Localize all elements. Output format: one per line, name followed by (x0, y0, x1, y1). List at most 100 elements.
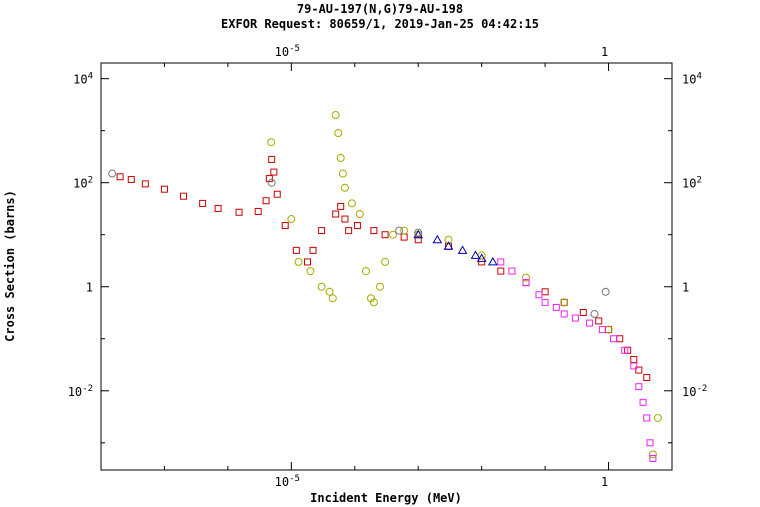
data-point (180, 192, 188, 200)
data-point (601, 287, 610, 296)
data-point (590, 309, 599, 318)
data-point (604, 325, 613, 334)
data-point (648, 450, 657, 459)
data-point (621, 346, 629, 354)
data-point (309, 246, 317, 254)
data-point (381, 231, 389, 239)
data-point (432, 234, 443, 244)
data-point (605, 326, 613, 334)
data-point (598, 326, 606, 334)
data-point (340, 183, 349, 192)
data-point (338, 169, 347, 178)
x-tick-label-top: 1 (601, 45, 608, 59)
data-point (585, 319, 593, 327)
data-point (306, 267, 315, 276)
data-point (541, 288, 549, 296)
data-point (653, 413, 662, 422)
x-tick-label-top: 10-5 (275, 44, 300, 59)
chart-title: 79-AU-197(N,G)79-AU-198 (296, 2, 464, 16)
data-point (487, 256, 498, 266)
data-point (292, 246, 300, 254)
data-marks (108, 111, 662, 462)
data-point (388, 230, 397, 239)
data-point (376, 282, 385, 291)
data-point (254, 207, 262, 215)
data-point (127, 176, 135, 184)
data-point (414, 228, 423, 237)
data-point (443, 241, 454, 250)
data-point (579, 308, 587, 316)
data-point (355, 210, 364, 219)
data-point (268, 155, 276, 163)
data-point (267, 138, 276, 147)
data-point (366, 294, 375, 303)
data-point (116, 173, 124, 181)
data-point (369, 298, 378, 307)
data-point (262, 197, 270, 205)
y-tick-label: 1 (86, 281, 93, 295)
data-point (160, 185, 168, 193)
data-point (395, 226, 404, 235)
y-tick-label: 10-2 (68, 384, 93, 399)
data-point (108, 169, 117, 178)
data-point (635, 383, 643, 391)
data-point (328, 294, 337, 303)
data-point (541, 298, 549, 306)
data-point (141, 180, 149, 188)
data-point (370, 227, 378, 235)
data-point (643, 374, 651, 382)
chart-subtitle: EXFOR Request: 80659/1, 2019-Jan-25 04:4… (221, 17, 539, 31)
axis-ticks: 10-5 10-5 1 1 104 104 102 102 1 1 10-2 10-2 (68, 44, 708, 489)
data-point (199, 199, 207, 207)
data-point (270, 168, 278, 176)
data-point (610, 335, 618, 343)
data-point (353, 222, 361, 230)
x-tick-label: 10-5 (275, 474, 300, 489)
data-point (341, 215, 349, 223)
y-tick-label-right: 104 (682, 72, 702, 87)
data-point (646, 439, 654, 447)
data-point (336, 153, 345, 162)
data-point (560, 298, 569, 307)
data-point (361, 267, 370, 276)
data-point (304, 258, 312, 266)
plot-frame (100, 62, 673, 471)
data-point (630, 355, 638, 363)
data-point (630, 362, 638, 370)
y-tick-label-right: 1 (682, 281, 689, 295)
data-point (497, 267, 505, 275)
data-point (294, 257, 303, 266)
data-point (381, 257, 390, 266)
data-point (616, 335, 624, 343)
data-point (508, 267, 516, 275)
data-point (334, 129, 343, 138)
data-point (337, 202, 345, 210)
data-point (639, 398, 647, 406)
data-point (317, 282, 326, 291)
data-point (347, 199, 356, 208)
x-axis-label: Incident Energy (MeV) (310, 491, 462, 505)
data-point (265, 175, 273, 183)
data-point (331, 111, 340, 120)
data-point (470, 250, 481, 259)
data-point (413, 229, 424, 239)
data-point (649, 454, 657, 462)
data-point (414, 236, 422, 244)
data-point (522, 279, 530, 287)
data-point (325, 287, 334, 296)
data-point (281, 222, 289, 230)
y-tick-label: 104 (73, 72, 93, 87)
data-point (400, 233, 408, 241)
y-tick-label: 102 (73, 176, 93, 191)
data-point (318, 227, 326, 235)
data-point (595, 317, 603, 325)
data-point (273, 190, 281, 198)
data-point (535, 291, 543, 299)
data-point (643, 414, 651, 422)
y-axis-label: Cross Section (barns) (3, 190, 17, 342)
x-tick-label: 1 (601, 475, 608, 489)
data-point (287, 215, 296, 224)
data-point (267, 178, 276, 187)
data-point (635, 366, 643, 374)
